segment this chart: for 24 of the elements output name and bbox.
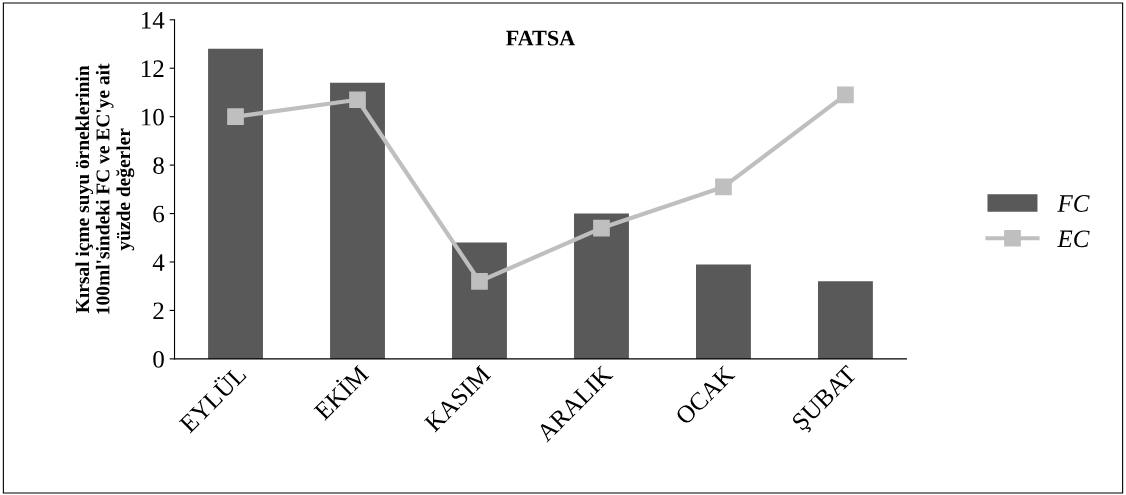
y-tick-label: 8 (153, 157, 164, 175)
point (715, 178, 732, 196)
y-tick-label: 6 (153, 205, 165, 223)
point (471, 273, 488, 290)
legend-label: EC (1057, 230, 1090, 248)
bar (696, 264, 751, 359)
point (593, 219, 610, 237)
y-tick-label: 4 (152, 254, 165, 271)
legend-label: FC (1057, 195, 1090, 212)
bar (817, 281, 873, 359)
y-tick-label: 14 (142, 11, 165, 29)
y-tick-label: 2 (153, 302, 164, 320)
bar (208, 48, 263, 359)
point (227, 108, 244, 126)
point (837, 86, 854, 104)
y-tick-label: 10 (142, 108, 164, 126)
y-axis-title: Kırsal içme suyu örneklerinin 100ml'sindeki FC ve EC'ye ait yüzde değerler (75, 63, 135, 314)
bar (452, 242, 507, 359)
y-tick-label: 12 (142, 60, 164, 77)
bar (574, 213, 629, 359)
chart-title: FATSA (506, 30, 576, 46)
point (349, 91, 366, 109)
bar (330, 82, 385, 359)
y-tick-label: 0 (153, 350, 164, 368)
